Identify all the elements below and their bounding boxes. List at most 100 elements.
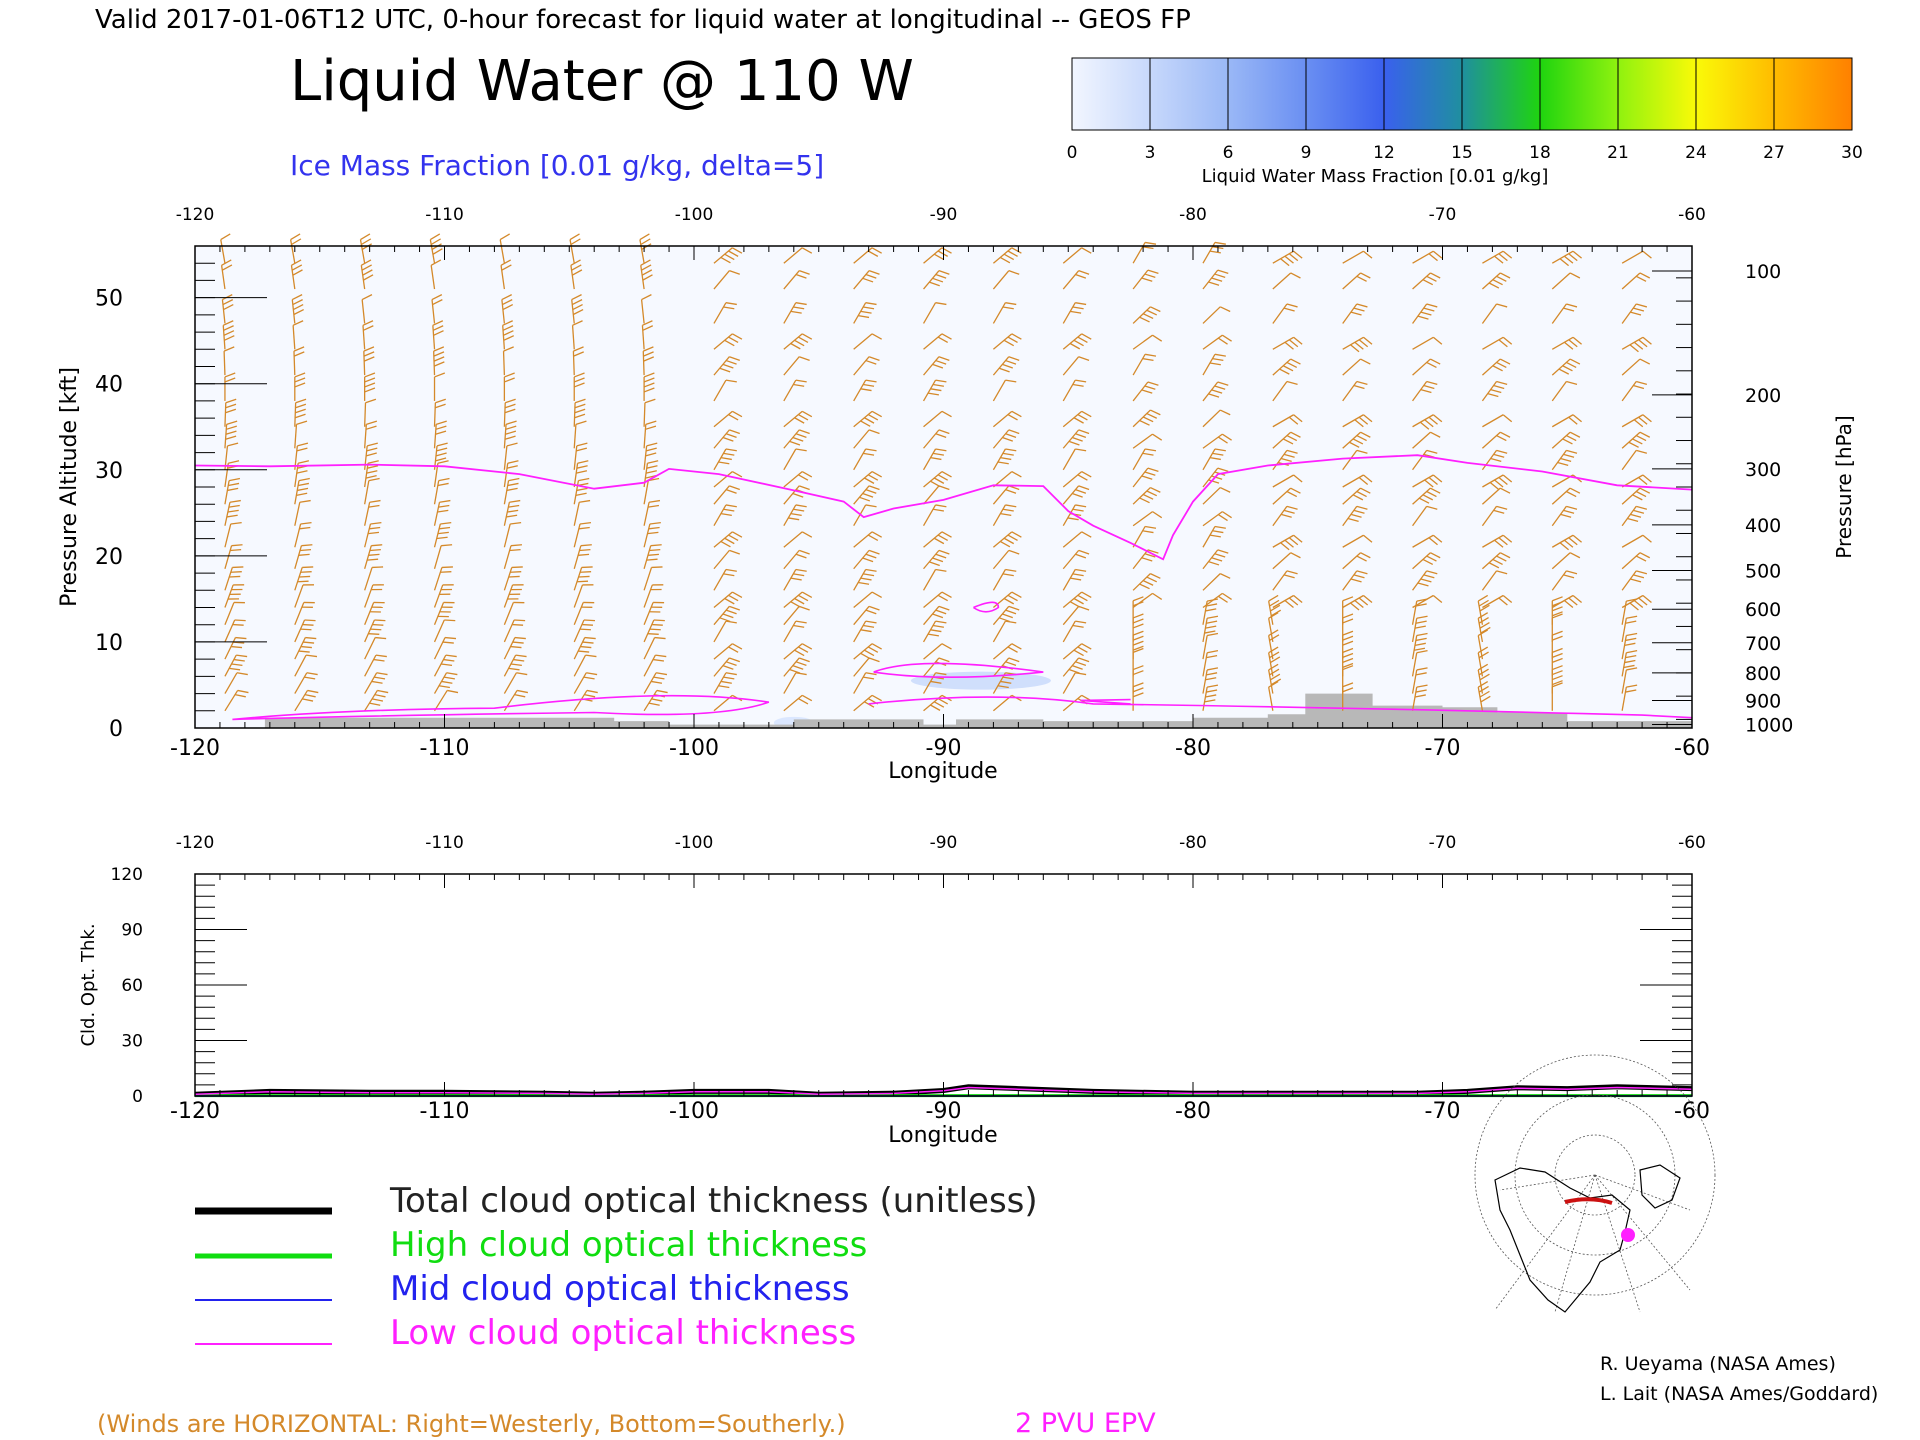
wind-barb-feather xyxy=(1422,558,1434,566)
wind-barb-feather xyxy=(221,259,232,266)
wind-barb-feather xyxy=(1011,333,1022,340)
wind-barb-shaft xyxy=(1062,672,1076,694)
wind-barb-feather xyxy=(1282,438,1294,445)
wind-barb-shaft xyxy=(294,545,303,569)
wind-barb-feather xyxy=(863,306,875,310)
wind-barb-feather xyxy=(514,619,526,622)
wind-barb-feather xyxy=(998,367,1010,373)
wind-barb-feather xyxy=(1499,552,1511,559)
wind-barb-feather xyxy=(292,299,303,306)
wind-barb-feather xyxy=(1011,410,1022,418)
wind-barb-feather xyxy=(1633,419,1644,428)
wind-barb-feather xyxy=(1205,625,1217,629)
wind-barb-feather xyxy=(1626,598,1638,602)
wind-barb-feather xyxy=(645,470,657,474)
wind-barb-feather xyxy=(365,452,377,457)
lower-x-tick-label: -80 xyxy=(1175,1099,1211,1124)
y-tick-label: 20 xyxy=(95,545,123,570)
wind-barb-shaft xyxy=(641,325,645,350)
wind-barb-feather xyxy=(793,383,805,387)
wind-barb-feather xyxy=(1418,497,1430,504)
wind-barb-feather xyxy=(1283,453,1295,458)
wind-barb-feather xyxy=(1639,487,1651,494)
wind-barb-shaft xyxy=(433,637,446,660)
wind-barb-feather xyxy=(235,636,247,640)
wind-barb-shaft xyxy=(1342,358,1361,376)
wind-barb-feather xyxy=(646,465,658,469)
wind-barb-shaft xyxy=(1062,379,1076,402)
wind-barb-feather xyxy=(434,403,446,409)
wind-barb-feather xyxy=(230,571,242,573)
wind-barb-feather xyxy=(441,544,453,547)
wind-barb-feather xyxy=(220,233,231,241)
wind-barb-feather xyxy=(1217,436,1228,444)
wind-barb-feather xyxy=(1081,333,1092,340)
wind-barb-feather xyxy=(1002,676,1014,680)
wind-barb-feather xyxy=(1496,505,1508,510)
wind-barb-shaft xyxy=(783,429,800,449)
wind-barb-feather xyxy=(1288,253,1299,262)
terrain xyxy=(195,693,1692,728)
wind-barb-feather xyxy=(868,605,880,611)
wind-barb-feather xyxy=(642,320,653,326)
wind-barb-shaft xyxy=(783,448,797,471)
wind-barb-feather xyxy=(1279,368,1290,375)
wind-barb-feather xyxy=(1635,555,1647,562)
wind-barb-shaft xyxy=(1342,487,1361,505)
wind-barb-shaft xyxy=(783,379,797,402)
wind-barb-feather xyxy=(578,650,590,653)
wind-barb-shaft xyxy=(293,351,296,376)
wind-barb-feather xyxy=(233,658,245,662)
wind-barb-feather xyxy=(1568,416,1578,425)
wind-barb-shaft xyxy=(923,410,943,428)
wind-barb-shaft xyxy=(1132,549,1149,570)
wind-barb-feather xyxy=(1477,612,1489,619)
wind-barb-shaft xyxy=(573,424,577,449)
wind-barb-feather xyxy=(927,392,940,396)
wind-barb-feather xyxy=(1428,253,1438,262)
wind-barb-feather xyxy=(221,264,233,271)
wind-barb-feather xyxy=(229,667,241,671)
wind-barb-feather xyxy=(576,487,588,492)
wind-barb-feather xyxy=(1356,570,1368,575)
wind-barb-feather xyxy=(729,549,740,555)
wind-barb-feather xyxy=(1638,597,1648,606)
wind-barb-feather xyxy=(367,531,380,535)
wind-barb-shaft xyxy=(433,480,440,505)
lower-y-tick-label: 90 xyxy=(121,921,143,941)
wind-barb-shaft xyxy=(224,584,234,608)
wind-barb-shaft xyxy=(1272,449,1288,471)
wind-barb-feather xyxy=(1494,255,1504,264)
wind-barb-feather xyxy=(792,436,804,442)
wind-barb-feather xyxy=(1632,494,1643,501)
wind-barb-feather xyxy=(1360,272,1371,279)
wind-barb-feather xyxy=(1353,574,1365,579)
wind-barb-feather xyxy=(645,425,657,430)
wind-barb-feather xyxy=(1078,657,1090,663)
y2-tick-label: 800 xyxy=(1745,663,1781,685)
lower-x-tick-label-top: -90 xyxy=(930,833,958,853)
wind-barb-feather xyxy=(1414,625,1426,629)
wind-barb-feather xyxy=(296,492,308,496)
wind-barb-feather xyxy=(1630,513,1642,518)
wind-barb-feather xyxy=(1638,476,1648,485)
wind-barb-feather xyxy=(1072,492,1083,498)
wind-barb-feather xyxy=(298,650,310,653)
wind-barb-feather xyxy=(231,645,243,649)
y2-tick-label: 900 xyxy=(1745,690,1781,712)
wind-barb-feather xyxy=(1354,599,1364,608)
wind-barb-feather xyxy=(927,633,940,637)
wind-barb-feather xyxy=(435,430,447,435)
wind-barb-feather xyxy=(1496,361,1507,369)
wind-barb-feather xyxy=(1219,486,1231,493)
wind-barb-feather xyxy=(1146,490,1158,497)
wind-barb-shaft xyxy=(1202,573,1221,591)
wind-barb-shaft xyxy=(1477,635,1484,660)
wind-barb-feather xyxy=(1494,539,1504,548)
wind-barb-feather xyxy=(1360,431,1371,438)
wind-barb-shaft xyxy=(573,672,587,694)
main-y2-axis-label: Pressure [hPa] xyxy=(1832,415,1856,558)
wind-barb-feather xyxy=(1072,665,1083,670)
wind-barb-feather xyxy=(1638,339,1648,348)
